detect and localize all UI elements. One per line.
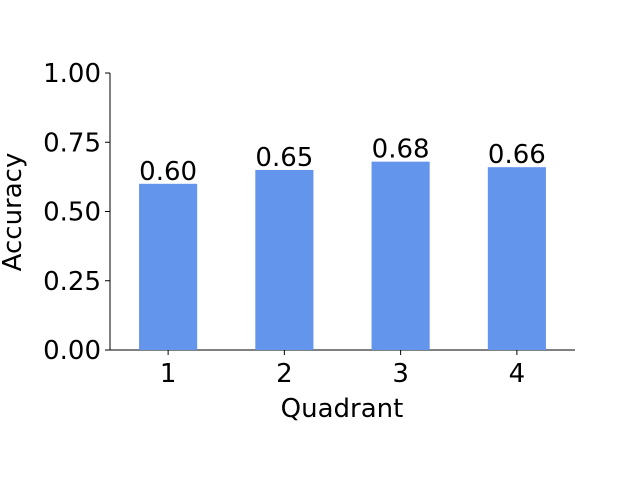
y-axis-label: Accuracy: [0, 153, 28, 272]
value-label: 0.66: [488, 140, 546, 170]
value-label: 0.68: [372, 135, 430, 165]
x-axis-label: Quadrant: [281, 394, 404, 424]
y-tick-label: 0.50: [43, 198, 101, 228]
x-tick-label: 4: [509, 359, 526, 389]
y-tick-label: 0.25: [43, 267, 101, 297]
x-tick-label: 3: [392, 359, 409, 389]
bar: [255, 169, 314, 350]
y-tick-label: 1.00: [43, 59, 101, 89]
bar: [139, 183, 198, 350]
bar: [487, 167, 546, 350]
x-tick-label: 2: [276, 359, 293, 389]
value-label: 0.65: [255, 143, 313, 173]
y-tick-label: 0.00: [43, 336, 101, 366]
value-label: 0.60: [139, 157, 197, 187]
bar: [371, 161, 430, 350]
x-tick-label: 1: [160, 359, 177, 389]
y-tick-label: 0.75: [43, 128, 101, 158]
